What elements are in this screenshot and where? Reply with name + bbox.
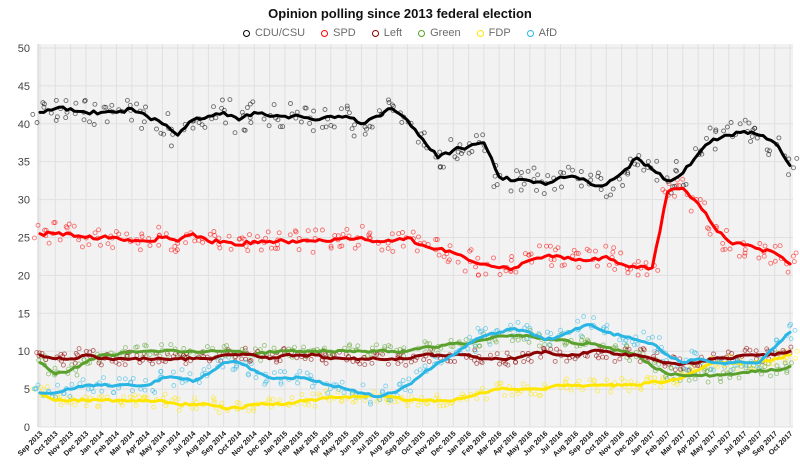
y-tick-label: 50 [18, 43, 30, 55]
legend-item-label: SPD [333, 27, 356, 39]
y-tick-label: 15 [18, 308, 30, 320]
legend-item-green: Green [418, 27, 461, 39]
legend-marker-icon [476, 29, 484, 37]
trend-lines [38, 105, 792, 411]
legend-item-fdp: FDP [476, 27, 511, 39]
legend-item-label: CDU/CSU [254, 27, 306, 39]
gridlines [37, 44, 793, 428]
legend-item-label: Green [430, 27, 461, 39]
series-line-afd [38, 323, 792, 399]
legend-marker-icon [418, 29, 426, 37]
y-tick-label: 30 [18, 195, 30, 207]
legend-marker-icon [526, 29, 534, 37]
y-tick-label: 0 [24, 422, 30, 434]
y-tick-label: 5 [24, 384, 30, 396]
legend-item-cdu-csu: CDU/CSU [242, 27, 306, 39]
series-line-green [38, 333, 792, 378]
series-line-cdu-csu [38, 105, 792, 188]
legend-item-label: AfD [538, 27, 558, 39]
legend-item-afd: AfD [526, 27, 558, 39]
y-tick-label: 25 [18, 233, 30, 245]
y-tick-label: 20 [18, 270, 30, 282]
series-line-spd [38, 186, 792, 272]
legend-item-label: FDP [488, 27, 511, 39]
y-axis-tick-labels: 0 5 10 15 20 25 30 35 40 45 50 [18, 43, 30, 434]
y-tick-label: 45 [18, 81, 30, 93]
legend-item-left: Left [371, 27, 403, 39]
legend-marker-icon [242, 29, 250, 37]
y-tick-label: 10 [18, 346, 30, 358]
legend-marker-icon [321, 29, 329, 37]
y-tick-label: 40 [18, 119, 30, 131]
y-tick-label: 35 [18, 157, 30, 169]
chart-legend: CDU/CSU SPD Left Green FDP AfD [0, 27, 800, 39]
legend-item-spd: SPD [321, 27, 356, 39]
legend-item-label: Left [383, 27, 403, 39]
legend-marker-icon [371, 29, 379, 37]
chart-title: Opinion polling since 2013 federal elect… [268, 6, 532, 21]
series-line-left [38, 348, 792, 367]
series-line-fdp [38, 353, 792, 411]
